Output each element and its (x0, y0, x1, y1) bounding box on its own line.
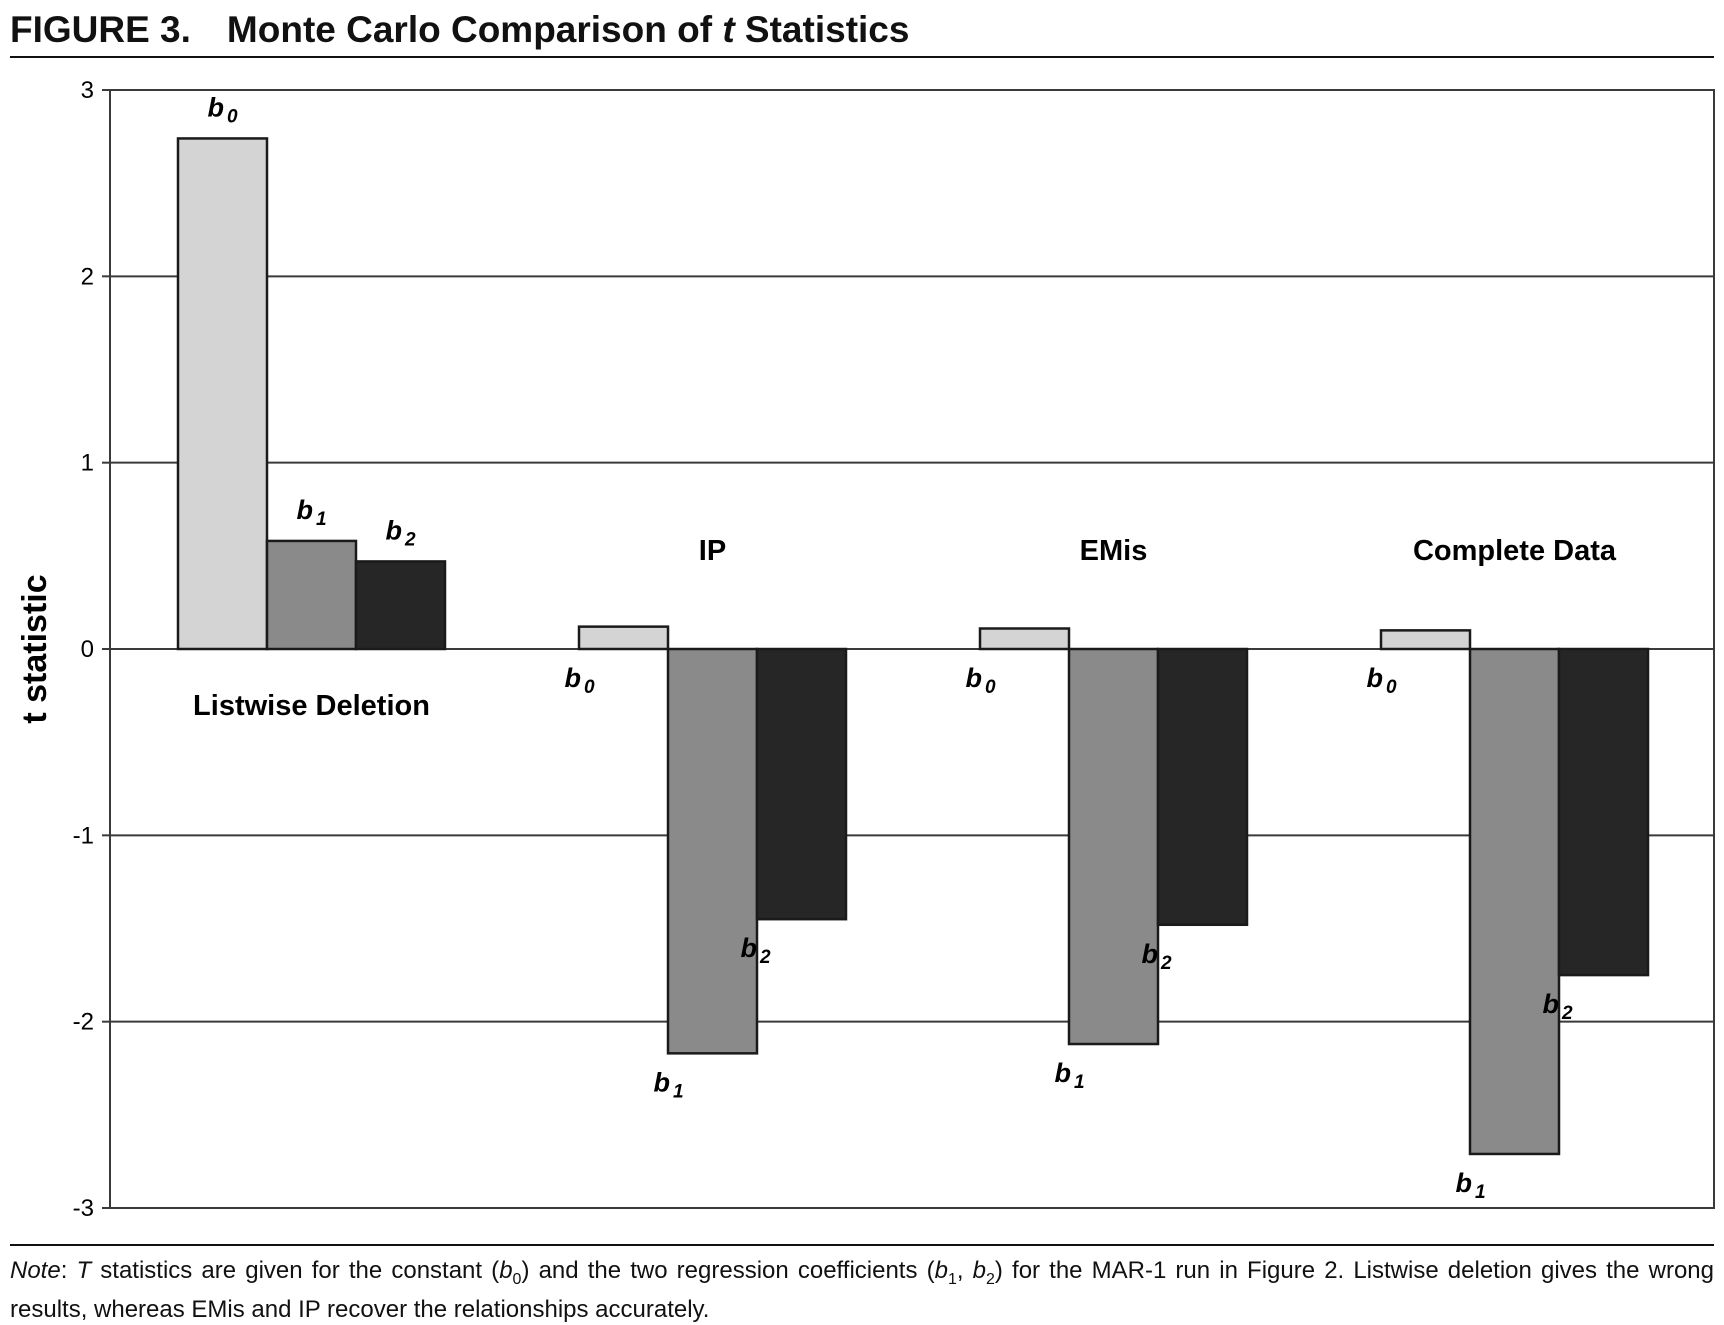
figure-title-part: Statistics (734, 9, 910, 50)
bar-b1 (1468, 647, 1561, 1156)
note-sub: 1 (947, 1270, 957, 1288)
note-T: T (76, 1257, 92, 1284)
figure-title-part: Monte Carlo Comparison of (226, 9, 723, 50)
y-tick-label: -2 (73, 1009, 94, 1036)
bar-b2 (354, 560, 447, 651)
bar-b0 (176, 137, 269, 651)
figure-header: FIGURE 3. Monte Carlo Comparison of t Sta… (10, 4, 1714, 58)
note-text: , (956, 1257, 973, 1284)
bar-b1 (265, 539, 358, 651)
bar-b0 (978, 627, 1071, 651)
y-tick-label: 0 (81, 636, 94, 663)
note-sub: 0 (512, 1270, 522, 1288)
note-text: statistics are given for the constant ( (91, 1257, 500, 1284)
figure-note: Note: T statistics are given for the con… (10, 1244, 1714, 1325)
y-tick-label: 2 (81, 263, 94, 290)
note-label: Note (10, 1257, 61, 1284)
category-label: EMis (1080, 535, 1148, 567)
category-label: Listwise Deletion (193, 690, 430, 722)
bar-b2 (1156, 647, 1249, 927)
bar-b2 (755, 647, 848, 921)
category-label: IP (699, 535, 726, 567)
y-axis-label: t statistic (16, 574, 54, 723)
bar-b0 (1379, 629, 1472, 651)
note-b: b (499, 1257, 513, 1284)
note-b: b (934, 1257, 948, 1284)
category-label: Complete Data (1413, 535, 1617, 567)
y-tick-label: 1 (81, 450, 94, 477)
note-b: b (972, 1257, 987, 1284)
note-sub: 2 (986, 1270, 995, 1288)
y-tick-label: 3 (81, 77, 94, 104)
bar-b0 (577, 625, 670, 651)
figure-title-part-italic: t (722, 9, 735, 50)
y-tick-label: -1 (73, 822, 94, 849)
note-text: ) and the two regression coefficients ( (521, 1257, 935, 1284)
figure-number: FIGURE 3. (10, 9, 191, 50)
bar-b1 (1067, 647, 1160, 1046)
bar-b2 (1557, 647, 1650, 977)
bar-b1 (666, 647, 759, 1055)
note-text: : (60, 1257, 77, 1284)
bar-chart: 3 2 1 0 -1 -2 -3 t statistic b 0 b 0 b 0 b 0 b 1 b 1 b 1 b 1 b 2 b… (16, 77, 1715, 1222)
y-tick-label: -3 (73, 1195, 94, 1222)
